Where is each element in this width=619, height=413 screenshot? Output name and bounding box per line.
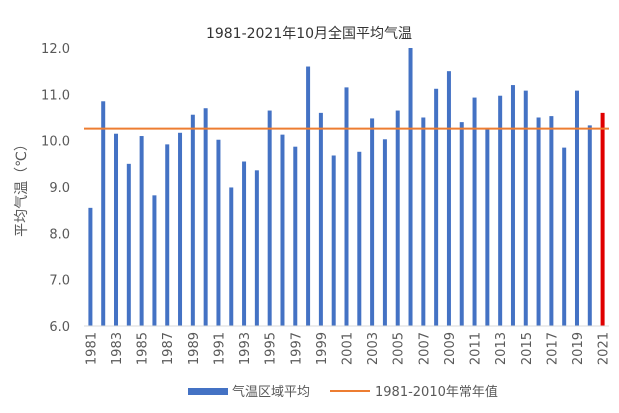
bar <box>165 144 170 326</box>
bar <box>254 170 259 326</box>
bar <box>357 151 362 326</box>
y-tick-label: 12.0 <box>41 42 70 57</box>
legend-label: 气温区域平均 <box>232 384 310 400</box>
bar <box>242 161 247 326</box>
x-tick-label: 2009 <box>443 332 458 365</box>
bar <box>600 112 605 326</box>
y-axis-ticks: 6.0 7.0 8.0 9.0 10.0 11.0 12.0 <box>41 42 70 335</box>
bar <box>267 110 272 326</box>
bar <box>459 122 464 326</box>
bar <box>408 48 413 326</box>
bar <box>126 163 131 326</box>
bar <box>306 66 311 327</box>
x-tick-label: 2011 <box>469 332 484 365</box>
x-tick-label: 1985 <box>136 332 151 365</box>
bar <box>370 118 375 326</box>
x-tick-label: 2013 <box>494 332 509 365</box>
x-tick-label: 2007 <box>417 332 432 365</box>
x-tick-label: 2005 <box>392 332 407 365</box>
x-tick-label: 2015 <box>520 332 535 365</box>
x-axis-ticks: 1981 1983 1985 1987 1989 1991 1993 1995 1997 1999… <box>84 332 611 365</box>
y-tick-label: 9.0 <box>49 181 70 196</box>
y-tick-label: 8.0 <box>49 227 70 242</box>
y-tick-label: 6.0 <box>49 320 70 335</box>
bar <box>88 207 93 326</box>
x-tick-label: 1995 <box>264 332 279 365</box>
bar <box>382 139 387 326</box>
y-tick-label: 11.0 <box>41 88 70 103</box>
x-tick-label: 2021 <box>597 332 612 365</box>
x-tick-label: 1999 <box>315 332 330 365</box>
bar <box>293 146 298 326</box>
bar <box>114 133 119 326</box>
chart-title: 1981-2021年10月全国平均气温 <box>206 25 412 42</box>
bar <box>549 116 554 326</box>
bar <box>331 155 336 326</box>
x-tick-label: 1991 <box>212 332 227 365</box>
bar <box>574 90 579 326</box>
bar <box>229 187 234 326</box>
x-tick-label: 1987 <box>161 332 176 365</box>
bar <box>485 129 490 326</box>
bar <box>562 147 567 326</box>
bar <box>434 88 439 326</box>
bar <box>318 112 323 326</box>
bar <box>101 101 106 327</box>
bar <box>510 85 515 326</box>
y-tick-label: 7.0 <box>49 274 70 289</box>
x-tick-label: 2017 <box>545 332 560 365</box>
bar <box>152 195 157 326</box>
bar <box>216 139 221 326</box>
x-tick-label: 2001 <box>341 332 356 365</box>
bar <box>139 136 144 326</box>
legend: 气温区域平均 1981-2010年常年值 <box>188 384 498 400</box>
x-tick-label: 1989 <box>187 332 202 365</box>
bar <box>536 117 541 326</box>
x-tick-label: 1981 <box>84 332 99 365</box>
bar <box>421 117 426 326</box>
bars <box>88 48 605 327</box>
bar <box>587 125 592 326</box>
legend-label: 1981-2010年常年值 <box>375 384 498 400</box>
bar <box>280 134 285 326</box>
x-tick-label: 1997 <box>289 332 304 365</box>
x-tick-label: 1983 <box>110 332 125 365</box>
bar <box>395 110 400 326</box>
bar <box>498 95 503 327</box>
bar <box>344 87 349 326</box>
x-tick-label: 2003 <box>366 332 381 365</box>
y-tick-label: 10.0 <box>41 135 70 150</box>
bar <box>203 108 208 326</box>
bar <box>472 97 477 327</box>
bar <box>523 90 528 326</box>
bar <box>446 71 451 327</box>
y-axis-label: 平均气温（℃） <box>14 137 30 237</box>
x-tick-label: 2019 <box>571 332 586 365</box>
x-tick-label: 1993 <box>238 332 253 365</box>
legend-swatch-bar <box>188 388 228 395</box>
bar <box>190 114 195 326</box>
bar <box>178 132 183 326</box>
